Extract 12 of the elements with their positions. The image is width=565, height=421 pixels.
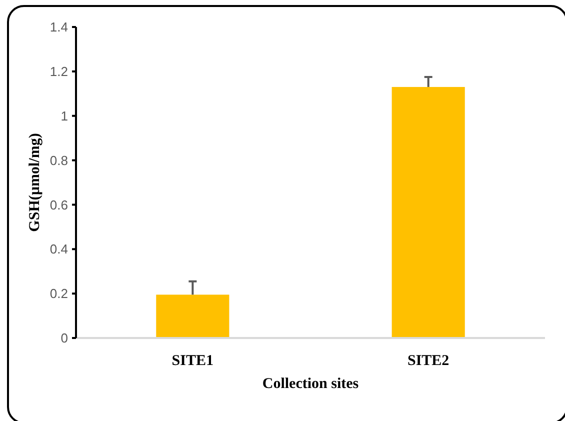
y-tick-label: 1 (60, 108, 68, 124)
y-tick-label: 1.2 (50, 64, 68, 79)
y-tick-label: 1.4 (50, 20, 68, 35)
y-tick-label: 0.2 (50, 286, 68, 302)
x-tick-label: SITE1 (172, 353, 214, 369)
y-tick-label: 0.4 (50, 242, 68, 257)
x-axis-title: Collection sites (262, 376, 359, 392)
y-axis-title: GSH(µmol/mg) (27, 133, 43, 232)
y-tick-label: 0 (60, 330, 68, 346)
x-tick-label: SITE2 (407, 353, 450, 369)
y-tick-label: 0.6 (50, 197, 68, 212)
y-tick-label: 0.8 (50, 152, 68, 168)
